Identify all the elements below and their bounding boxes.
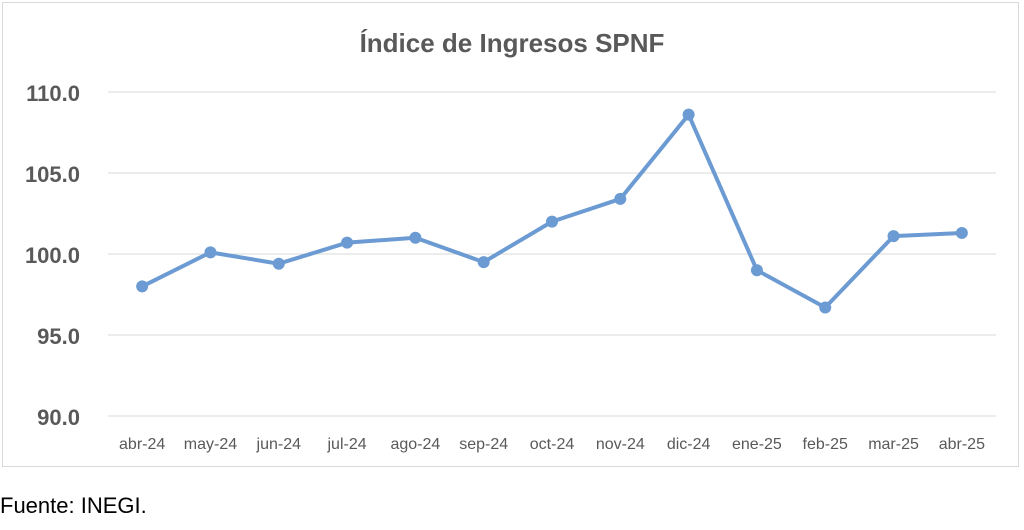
y-tick-label: 110.0 [26,81,80,106]
data-point [682,108,695,121]
x-tick-label: dic-24 [667,436,711,453]
data-point [136,280,149,293]
x-tick-label: may-24 [184,436,237,453]
x-tick-label: ago-24 [390,436,440,453]
chart-frame [2,2,1019,467]
data-point [204,246,217,259]
y-tick-label: 90.0 [37,405,80,430]
data-point [750,264,763,277]
x-tick-label: ene-25 [732,436,782,453]
x-tick-label: oct-24 [530,436,575,453]
data-point [887,230,900,243]
x-tick-label: mar-25 [868,436,919,453]
line-chart: Índice de Ingresos SPNF 90.0 95.0 100.0 105… [25,28,996,453]
x-tick-label: feb-25 [803,436,848,453]
x-tick-label: sep-24 [459,436,508,453]
data-point [272,257,285,270]
data-point [819,301,832,314]
data-point [546,215,558,228]
chart-title: Índice de Ingresos SPNF [360,28,665,58]
y-tick-label: 105.0 [25,162,80,187]
series-line [141,112,962,310]
data-point [341,236,354,249]
x-tick-label: abr-25 [939,436,985,453]
x-tick-label: jul-24 [327,436,367,453]
data-point [614,192,627,205]
y-tick-label: 95.0 [37,324,80,349]
source-note: Fuente: INEGI. [0,493,147,518]
x-tick-label: abr-24 [119,436,165,453]
x-tick-label: jun-24 [256,436,302,453]
y-tick-label: 100.0 [25,243,80,268]
data-point [477,256,490,269]
x-tick-label: nov-24 [596,436,645,453]
data-point [955,226,968,239]
data-point [409,231,422,244]
